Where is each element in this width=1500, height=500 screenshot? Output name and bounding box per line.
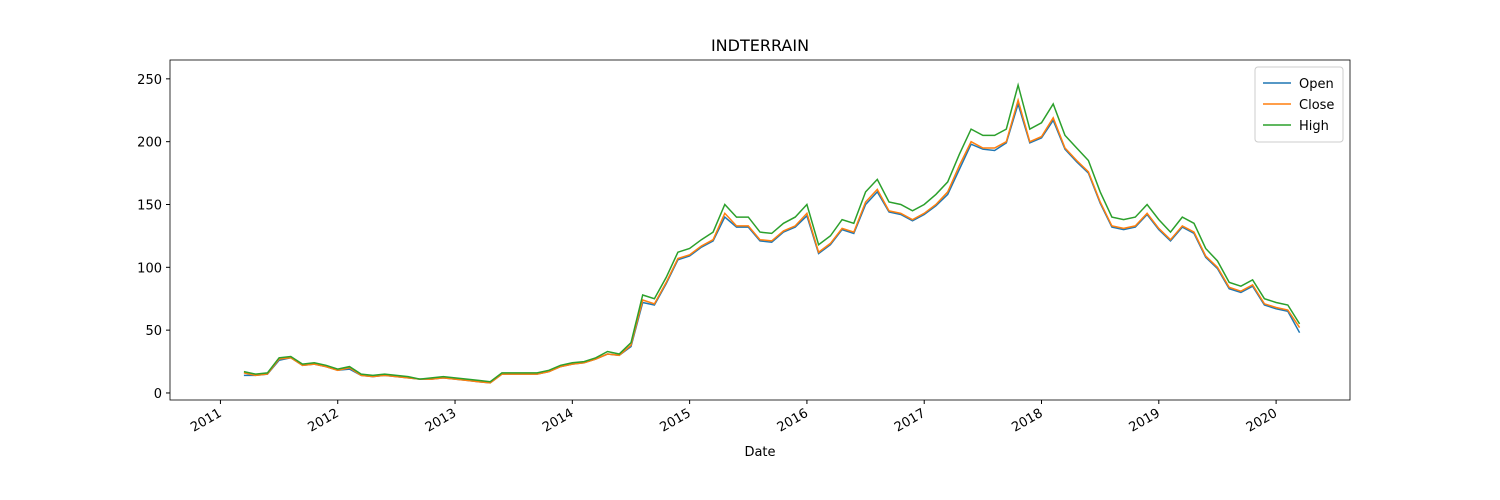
y-tick-label: 200 [137, 136, 162, 151]
y-tick-label: 250 [137, 73, 162, 88]
x-tick-label: 2020 [1244, 406, 1280, 436]
x-tick-label: 2016 [775, 406, 811, 436]
y-tick-label: 50 [145, 324, 162, 339]
x-tick-label: 2013 [423, 406, 459, 436]
legend-label: Close [1299, 98, 1334, 113]
legend-label: Open [1299, 77, 1334, 92]
chart-title: INDTERRAIN [711, 36, 809, 55]
x-tick-label: 2018 [1009, 406, 1045, 436]
legend-box [1254, 66, 1344, 143]
x-tick-label: 2019 [1127, 406, 1163, 436]
x-tick-label: 2011 [188, 406, 224, 436]
x-axis-label: Date [744, 445, 775, 460]
legend-label: High [1299, 119, 1329, 134]
x-tick-label: 2015 [657, 406, 693, 436]
x-tick-label: 2017 [892, 406, 928, 436]
line-series [243, 97, 1301, 384]
plot-frame [169, 59, 1351, 401]
line-series [243, 82, 1301, 383]
y-tick-label: 150 [137, 198, 162, 213]
y-tick-label: 100 [137, 261, 162, 276]
y-tick-label: 0 [154, 387, 162, 402]
legend: Open Close High [1254, 66, 1344, 143]
x-tick-label: 2012 [306, 406, 342, 436]
x-tick-label: 2014 [540, 406, 576, 436]
line-series [243, 101, 1301, 384]
